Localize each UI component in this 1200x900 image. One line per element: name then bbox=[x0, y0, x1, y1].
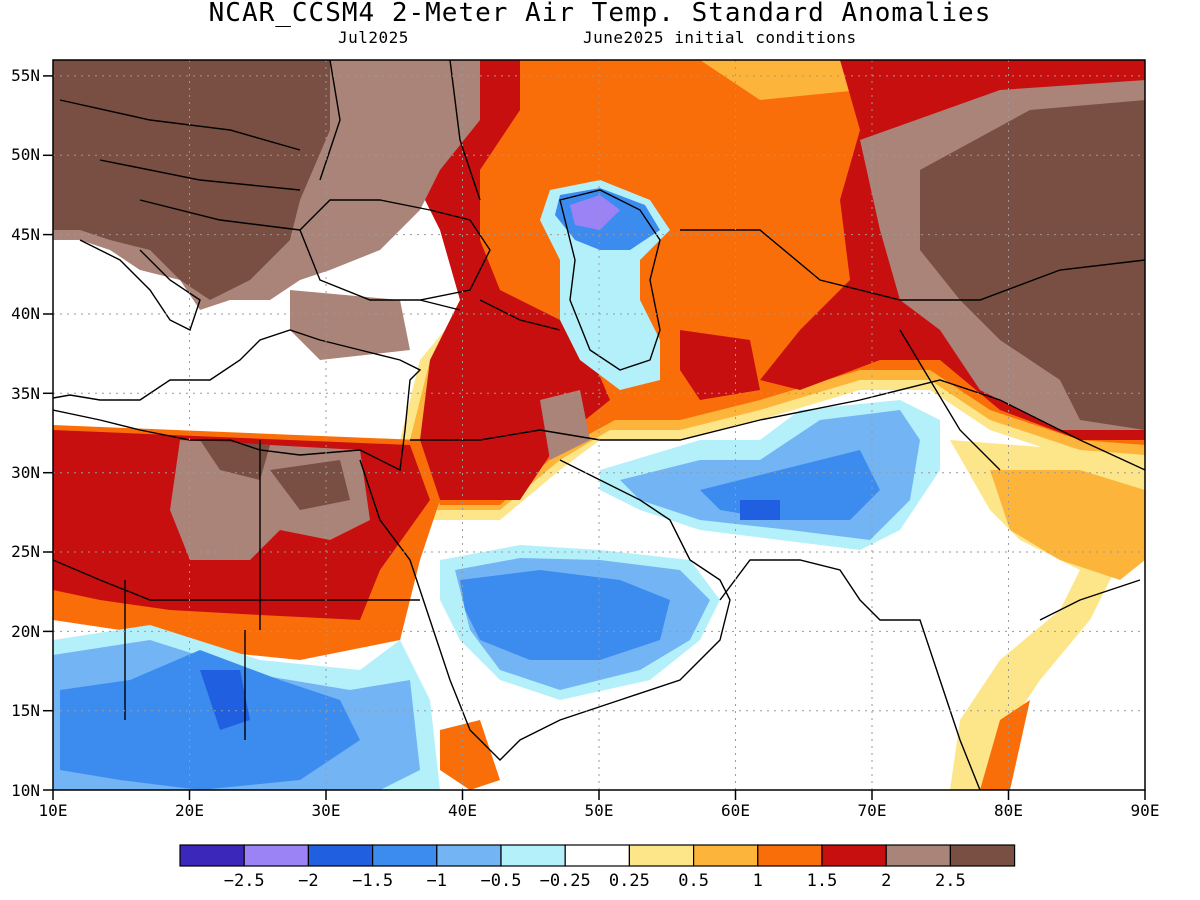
colorbar-swatch bbox=[885, 844, 952, 867]
y-tick-label: 35N bbox=[11, 384, 40, 403]
colorbar-swatch bbox=[692, 844, 759, 867]
init-conditions-label: June2025 initial conditions bbox=[583, 28, 857, 47]
colorbar-label: −2.5 bbox=[224, 871, 265, 891]
colorbar-label: −0.25 bbox=[540, 871, 591, 891]
map-title: NCAR_CCSM4 2-Meter Air Temp. Standard An… bbox=[208, 0, 992, 28]
coastline-layer bbox=[53, 60, 1145, 790]
valid-month-label: Jul2025 bbox=[338, 28, 409, 47]
colorbar-swatch bbox=[949, 844, 1016, 867]
colorbar-swatch bbox=[243, 844, 309, 867]
y-tick-label: 20N bbox=[11, 622, 40, 641]
axis-ticks bbox=[43, 75, 1146, 800]
colorbar-label: −2 bbox=[298, 871, 318, 891]
x-tick-label: 10E bbox=[39, 801, 68, 820]
x-tick-label: 70E bbox=[858, 801, 887, 820]
colorbar-label: 0.5 bbox=[678, 871, 709, 891]
x-tick-label: 20E bbox=[175, 801, 204, 820]
colorbar-swatch bbox=[179, 844, 245, 867]
x-tick-label: 40E bbox=[448, 801, 477, 820]
colorbar-swatch bbox=[307, 844, 374, 867]
colorbar-label: 2 bbox=[881, 871, 891, 891]
y-tick-labels: 55N 50N 45N 40N 35N 30N 25N 20N 15N 10N bbox=[11, 66, 40, 800]
colorbar-label: 2.5 bbox=[935, 871, 966, 891]
graticule bbox=[53, 60, 1145, 790]
colorbar-label: −0.5 bbox=[481, 871, 522, 891]
y-tick-label: 45N bbox=[11, 225, 40, 244]
colorbar-label: 1.5 bbox=[807, 871, 838, 891]
colorbar-label: −1.5 bbox=[352, 871, 393, 891]
colorbar-label: 1 bbox=[753, 871, 763, 891]
x-tick-label: 50E bbox=[585, 801, 614, 820]
x-tick-label: 90E bbox=[1131, 801, 1160, 820]
colorbar-swatch bbox=[372, 844, 438, 867]
y-tick-label: 40N bbox=[11, 304, 40, 323]
x-tick-label: 80E bbox=[994, 801, 1023, 820]
y-tick-label: 55N bbox=[11, 66, 40, 85]
colorbar-swatch bbox=[564, 844, 631, 867]
colorbar: −2.5 −2 −1.5 −1 −0.5 −0.25 0.25 0.5 1 1.5 2 2.5 bbox=[179, 844, 1016, 891]
anomaly-fill-layer bbox=[53, 60, 1145, 790]
colorbar-swatch bbox=[436, 844, 502, 867]
colorbar-swatch bbox=[628, 844, 695, 867]
x-tick-labels: 10E 20E 30E 40E 50E 60E 70E 80E 90E bbox=[39, 801, 1160, 820]
colorbar-swatch bbox=[500, 844, 566, 867]
colorbar-swatch bbox=[821, 844, 887, 867]
y-tick-label: 15N bbox=[11, 701, 40, 720]
y-tick-label: 30N bbox=[11, 463, 40, 482]
colorbar-label: 0.25 bbox=[609, 871, 650, 891]
x-tick-label: 30E bbox=[312, 801, 341, 820]
y-tick-label: 25N bbox=[11, 542, 40, 561]
x-tick-label: 60E bbox=[721, 801, 750, 820]
y-tick-label: 50N bbox=[11, 145, 40, 164]
colorbar-swatch bbox=[757, 844, 823, 867]
colorbar-label: −1 bbox=[427, 871, 447, 891]
y-tick-label: 10N bbox=[11, 781, 40, 800]
